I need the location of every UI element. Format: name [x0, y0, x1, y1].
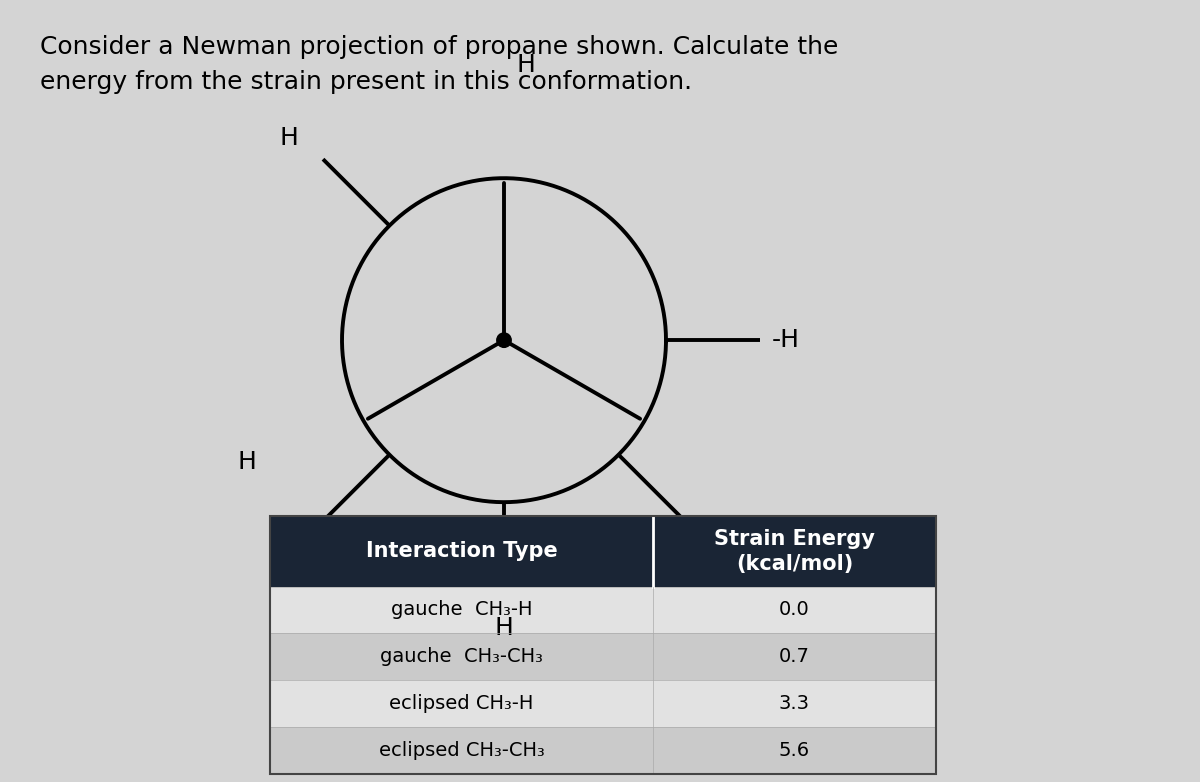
Text: 0.7: 0.7	[779, 647, 810, 666]
Bar	[270, 516, 936, 774]
Text: 0.0: 0.0	[779, 601, 810, 619]
Text: H: H	[238, 450, 257, 474]
Text: Interaction Type: Interaction Type	[366, 541, 557, 561]
Text: -H: -H	[772, 328, 800, 352]
Text: Consider a Newman projection of propane shown. Calculate the: Consider a Newman projection of propane …	[40, 35, 838, 59]
Text: energy from the strain present in this conformation.: energy from the strain present in this c…	[40, 70, 691, 95]
Text: gauche  CH₃-H: gauche CH₃-H	[391, 601, 533, 619]
Text: CH₃: CH₃	[697, 529, 743, 553]
Text: gauche  CH₃-CH₃: gauche CH₃-CH₃	[380, 647, 542, 666]
Text: 5.6: 5.6	[779, 741, 810, 760]
Text: 3.3: 3.3	[779, 694, 810, 713]
Bar	[270, 586, 936, 633]
Text: eclipsed CH₃-CH₃: eclipsed CH₃-CH₃	[379, 741, 545, 760]
Text: H: H	[516, 53, 535, 77]
Text: H: H	[280, 517, 299, 541]
Bar	[270, 516, 653, 586]
Text: H: H	[280, 126, 299, 150]
Bar	[653, 516, 936, 586]
Text: H: H	[494, 615, 514, 640]
Bar	[270, 680, 936, 727]
Ellipse shape	[497, 333, 511, 347]
Text: eclipsed CH₃-H: eclipsed CH₃-H	[389, 694, 534, 713]
Text: Strain Energy
(kcal/mol): Strain Energy (kcal/mol)	[714, 529, 875, 574]
Bar	[270, 633, 936, 680]
Bar	[270, 727, 936, 774]
